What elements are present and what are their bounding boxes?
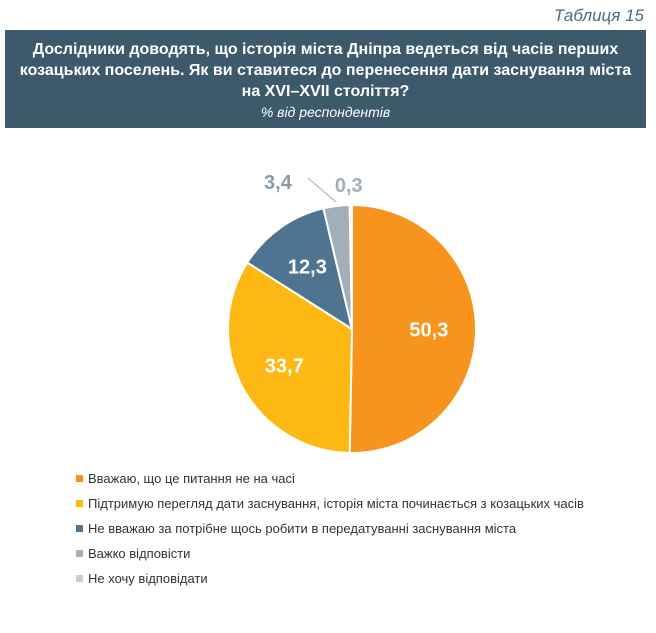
slice-value-label-5: 0,3 <box>335 175 363 197</box>
legend: Вважаю, що це питання не на часі Підтриму… <box>76 466 584 591</box>
legend-label: Не вважаю за потрібне щось робити в пере… <box>88 521 517 536</box>
table-number: Таблиця 15 <box>553 6 644 25</box>
legend-item-2: Підтримую перегляд дати заснування, істо… <box>76 491 584 516</box>
legend-item-4: Важко відповісти <box>76 541 584 566</box>
legend-label: Важко відповісти <box>88 546 191 561</box>
legend-swatch <box>76 525 83 532</box>
pie-slice-1 <box>348 203 477 454</box>
subtitle: % від респондентів <box>260 103 391 120</box>
legend-label: Підтримую перегляд дати заснування, істо… <box>88 496 584 511</box>
legend-item-3: Не вважаю за потрібне щось робити в пере… <box>76 516 584 541</box>
legend-swatch <box>76 550 83 557</box>
legend-swatch <box>76 575 83 582</box>
chart-header: Дослідники доводять, що історія міста Дн… <box>5 30 646 128</box>
slice-value-label-1: 50,3 <box>409 320 448 342</box>
legend-item-5: Не хочу відповідати <box>76 566 584 591</box>
legend-label: Не хочу відповідати <box>88 571 208 586</box>
leader-line <box>307 177 337 203</box>
slice-value-label-2: 33,7 <box>265 355 304 377</box>
pie-slice-3 <box>245 207 354 332</box>
slice-value-label-3: 12,3 <box>288 256 327 278</box>
question-text: Дослідники доводять, що історія міста Дн… <box>19 40 632 100</box>
legend-label: Вважаю, що це питання не на часі <box>88 471 295 486</box>
legend-item-1: Вважаю, що це питання не на часі <box>76 466 584 491</box>
pie-slice-5 <box>348 203 353 330</box>
slice-value-label-4: 3,4 <box>264 172 293 194</box>
legend-swatch <box>76 500 83 507</box>
legend-swatch <box>76 475 83 482</box>
